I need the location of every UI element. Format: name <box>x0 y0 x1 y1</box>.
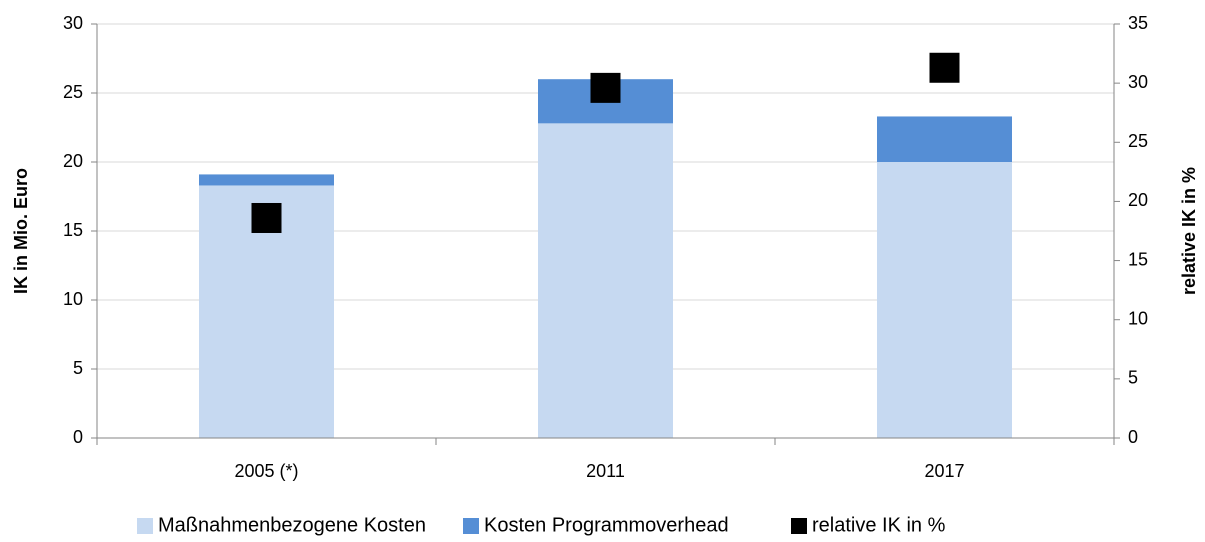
x-tick-label: 2005 (*) <box>234 461 298 481</box>
legend-swatch <box>791 518 807 534</box>
y-tick-label: 20 <box>63 151 83 171</box>
y-tick-label: 15 <box>63 220 83 240</box>
marker <box>251 202 282 233</box>
y2-tick-label: 0 <box>1128 427 1138 447</box>
y2-tick-label: 25 <box>1128 131 1148 151</box>
bar <box>199 174 334 186</box>
y2-axis-label: relative IK in % <box>1179 167 1199 295</box>
legend-label: Kosten Programmoverhead <box>484 514 729 536</box>
legend-swatch <box>463 518 479 534</box>
y-tick-label: 0 <box>73 427 83 447</box>
bar <box>877 162 1012 438</box>
bar <box>538 123 673 439</box>
x-tick-label: 2011 <box>586 461 625 481</box>
legend-swatch <box>137 518 153 534</box>
y2-tick-label: 35 <box>1128 13 1148 33</box>
legend-label: relative IK in % <box>812 514 946 536</box>
y-tick-label: 30 <box>63 13 83 33</box>
legend-label: Maßnahmenbezogene Kosten <box>158 514 426 536</box>
marker <box>590 72 621 103</box>
y2-tick-label: 20 <box>1128 190 1148 210</box>
bar <box>877 116 1012 162</box>
y-tick-label: 25 <box>63 82 83 102</box>
y2-tick-label: 15 <box>1128 249 1148 269</box>
y2-tick-label: 10 <box>1128 308 1148 328</box>
x-tick-label: 2017 <box>924 461 964 481</box>
y2-tick-label: 30 <box>1128 72 1148 92</box>
y-tick-label: 10 <box>63 289 83 309</box>
y2-tick-label: 5 <box>1128 368 1138 388</box>
marker <box>929 52 960 83</box>
y-tick-label: 5 <box>73 358 83 378</box>
y-axis-label: IK in Mio. Euro <box>11 168 31 294</box>
